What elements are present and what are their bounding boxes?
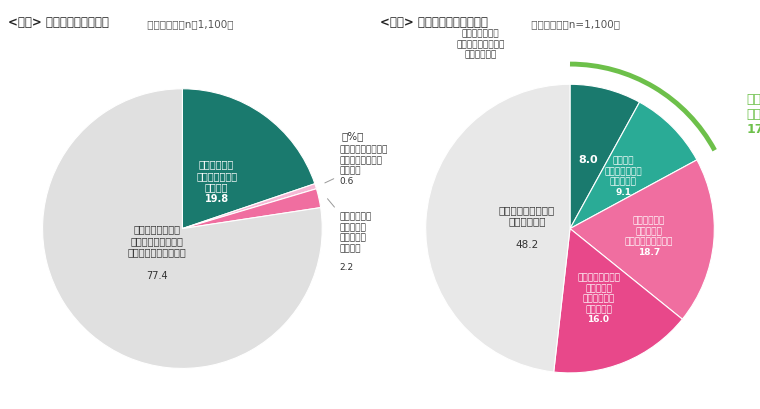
Text: 今年は忘年会が
できそうで嬉しい・
ぜひやりたい: 今年は忘年会が できそうで嬉しい・ ぜひやりたい	[456, 29, 505, 59]
Text: 対面の忘年会
のみ予定・検討
している
19.8: 対面の忘年会 のみ予定・検討 している 19.8	[196, 159, 237, 204]
Wedge shape	[182, 90, 315, 229]
Text: （複数回答：n＝1,100）: （複数回答：n＝1,100）	[144, 19, 234, 29]
Text: 8.0: 8.0	[578, 154, 598, 164]
Wedge shape	[182, 184, 316, 229]
Text: 行きたいけれど、
今年はまだ
参加しないで
おくと思う
16.0: 行きたいけれど、 今年はまだ 参加しないで おくと思う 16.0	[577, 273, 620, 324]
Wedge shape	[570, 160, 714, 319]
Wedge shape	[570, 103, 697, 229]
Text: （%）: （%）	[342, 131, 364, 141]
Text: 参加に
積極的
17.1%: 参加に 積極的 17.1%	[746, 92, 760, 135]
Text: <図２> 忘年会に対する気持ち: <図２> 忘年会に対する気持ち	[380, 16, 488, 29]
Wedge shape	[43, 90, 322, 369]
Wedge shape	[426, 85, 570, 372]
Wedge shape	[554, 229, 682, 373]
Text: ちょっと
考えるけれど、
行くと思う
9.1: ちょっと 考えるけれど、 行くと思う 9.1	[604, 156, 642, 196]
Text: 対面・オンライン
での忘年会の予定は
ない、検討していない

77.4: 対面・オンライン での忘年会の予定は ない、検討していない 77.4	[128, 224, 186, 280]
Text: 人数や場所に
よるので、
どちらともいえない
18.7: 人数や場所に よるので、 どちらともいえない 18.7	[625, 216, 673, 256]
Text: もともと忘年会には
行きたくない

48.2: もともと忘年会には 行きたくない 48.2	[499, 204, 555, 249]
Text: 2.2: 2.2	[339, 263, 353, 272]
Text: <図１> 今年の忘年会の予定: <図１> 今年の忘年会の予定	[8, 16, 109, 29]
Text: 対面とオンラインの
両方を予定・検討
している
0.6: 対面とオンラインの 両方を予定・検討 している 0.6	[325, 145, 388, 185]
Text: （単一回答：n=1,100）: （単一回答：n=1,100）	[528, 19, 620, 29]
Text: オンラインの
忘年会のみ
予定・検討
している: オンラインの 忘年会のみ 予定・検討 している	[328, 199, 372, 252]
Wedge shape	[570, 85, 639, 229]
Wedge shape	[182, 189, 321, 229]
